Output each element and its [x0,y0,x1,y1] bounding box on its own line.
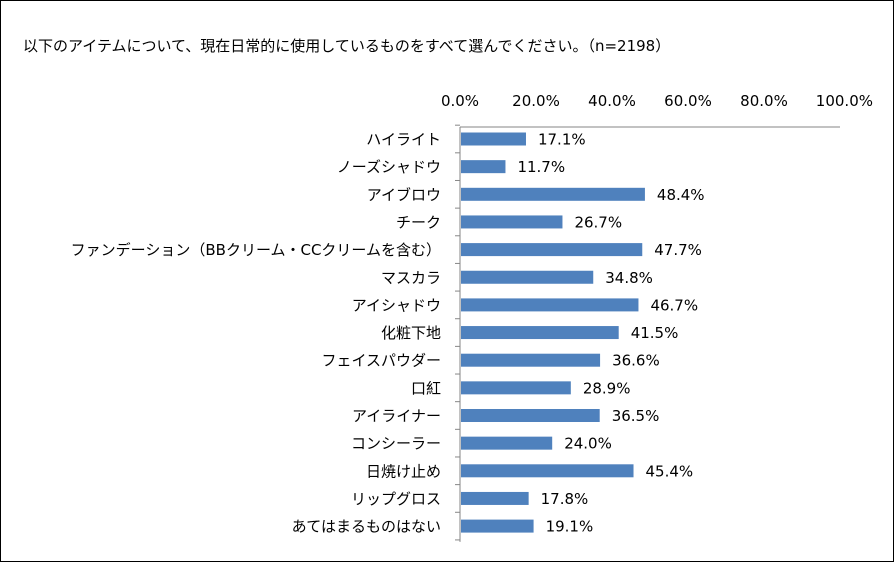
chart-title: 以下のアイテムについて、現在日常的に使用しているものをすべて選んでください。（n… [23,37,671,55]
category-label: マスカラ [381,269,441,287]
bar [461,326,619,340]
data-label: 26.7% [574,213,622,231]
category-label: チーク [396,213,441,231]
category-label: コンシーラー [351,435,441,453]
bar [461,298,639,312]
data-label: 11.7% [517,158,565,176]
x-tick-label: 40.0% [588,92,636,110]
bar [461,519,534,533]
bar [461,132,526,146]
bar [461,353,601,367]
data-label: 36.5% [612,407,660,425]
bar [461,160,506,174]
bar [461,215,563,229]
data-label: 17.1% [538,131,586,149]
data-label: 36.6% [612,352,660,370]
bar [461,464,634,478]
category-label: リップグロス [351,490,441,508]
bar [461,270,594,284]
data-label: 34.8% [605,269,653,287]
x-tick-label: 20.0% [512,92,560,110]
category-label: ファンデーション（BBクリーム・CCクリームを含む） [71,241,441,259]
category-label: あてはまるものはない [292,518,441,536]
data-label: 17.8% [541,490,589,508]
data-label: 28.9% [583,379,631,397]
bar [461,187,645,201]
x-tick-label: 0.0% [441,92,479,110]
data-label: 41.5% [631,324,679,342]
category-label: 日焼け止め [366,462,441,480]
bar [461,243,643,257]
data-label: 48.4% [657,186,705,204]
bar [461,409,600,422]
x-tick-label: 60.0% [664,92,712,110]
bar [461,491,529,505]
category-label: アイブロウ [367,186,441,204]
x-tick-label: 80.0% [740,92,788,110]
category-label: ノーズシャドウ [337,158,441,176]
category-label: アイシャドウ [352,296,441,314]
category-label: 化粧下地 [381,324,441,342]
data-label: 47.7% [654,241,702,259]
data-label: 24.0% [564,435,612,453]
data-label: 45.4% [646,462,694,480]
bar [461,436,553,450]
x-tick-label: 100.0% [816,92,873,110]
category-label: 口紅 [411,379,441,397]
bar [461,381,571,395]
category-label: フェイスパウダー [321,352,441,370]
data-label: 46.7% [650,296,698,314]
category-label: ハイライト [366,131,441,149]
data-label: 19.1% [546,518,594,536]
category-label: アイライナー [352,407,441,425]
